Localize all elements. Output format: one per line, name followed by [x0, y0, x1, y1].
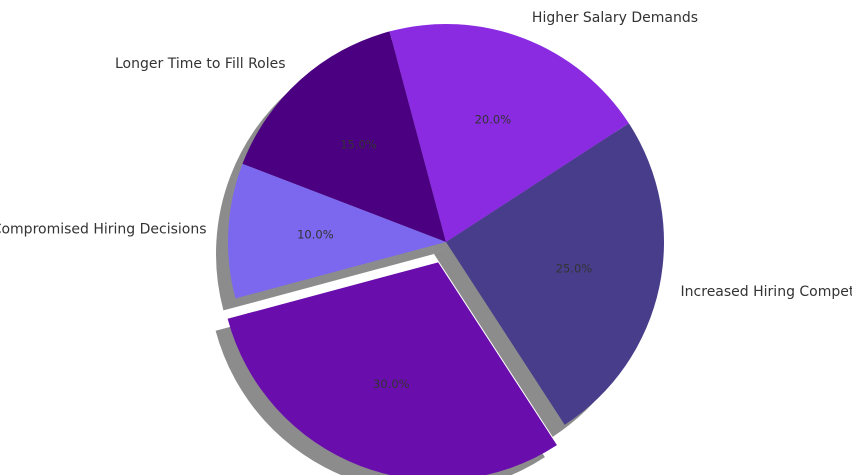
slice-percentage-longer-time-to-fill-roles: 15.0%: [340, 137, 377, 151]
pie-slice-fewer-qualified-candidates: [227, 262, 557, 475]
pie-slice-higher-salary-demands: [389, 23, 629, 242]
slice-layer: [227, 23, 664, 475]
pie-slice-increased-hiring-competition: [446, 123, 664, 425]
slice-percentage-higher-salary-demands: 20.0%: [475, 112, 512, 126]
pie-slice-longer-time-to-fill-roles: [242, 31, 446, 243]
slice-percentage-fewer-qualified-candidates: 30.0%: [373, 377, 410, 391]
slice-label-longer-time-to-fill-roles: Longer Time to Fill Roles: [115, 56, 286, 72]
label-layer: Longer Time to Fill Roles 15.0% Compromise…: [0, 10, 852, 391]
pie-slice-compromised-hiring-decisions: [228, 163, 446, 299]
slice-percentage-compromised-hiring-decisions: 10.0%: [297, 228, 334, 242]
slice-label-compromised-hiring-decisions: Compromised Hiring Decisions: [0, 221, 207, 237]
slice-label-higher-salary-demands: Higher Salary Demands: [532, 10, 698, 26]
slice-percentage-increased-hiring-competition: 25.0%: [556, 262, 593, 276]
slice-label-increased-hiring-competition: Increased Hiring Competition: [681, 284, 852, 300]
